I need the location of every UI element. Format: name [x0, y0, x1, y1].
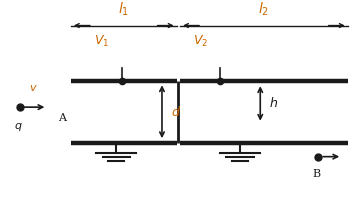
Text: B: B — [313, 169, 321, 179]
Text: $V_2$: $V_2$ — [193, 34, 208, 49]
Text: $V_1$: $V_1$ — [94, 34, 110, 49]
Text: $l_2$: $l_2$ — [258, 1, 269, 18]
Text: A: A — [58, 113, 66, 123]
Text: $v$: $v$ — [29, 83, 38, 93]
Text: $h$: $h$ — [269, 97, 278, 111]
Text: $l_1$: $l_1$ — [118, 1, 129, 18]
Text: $d$: $d$ — [171, 105, 181, 119]
Text: $q$: $q$ — [14, 121, 23, 133]
